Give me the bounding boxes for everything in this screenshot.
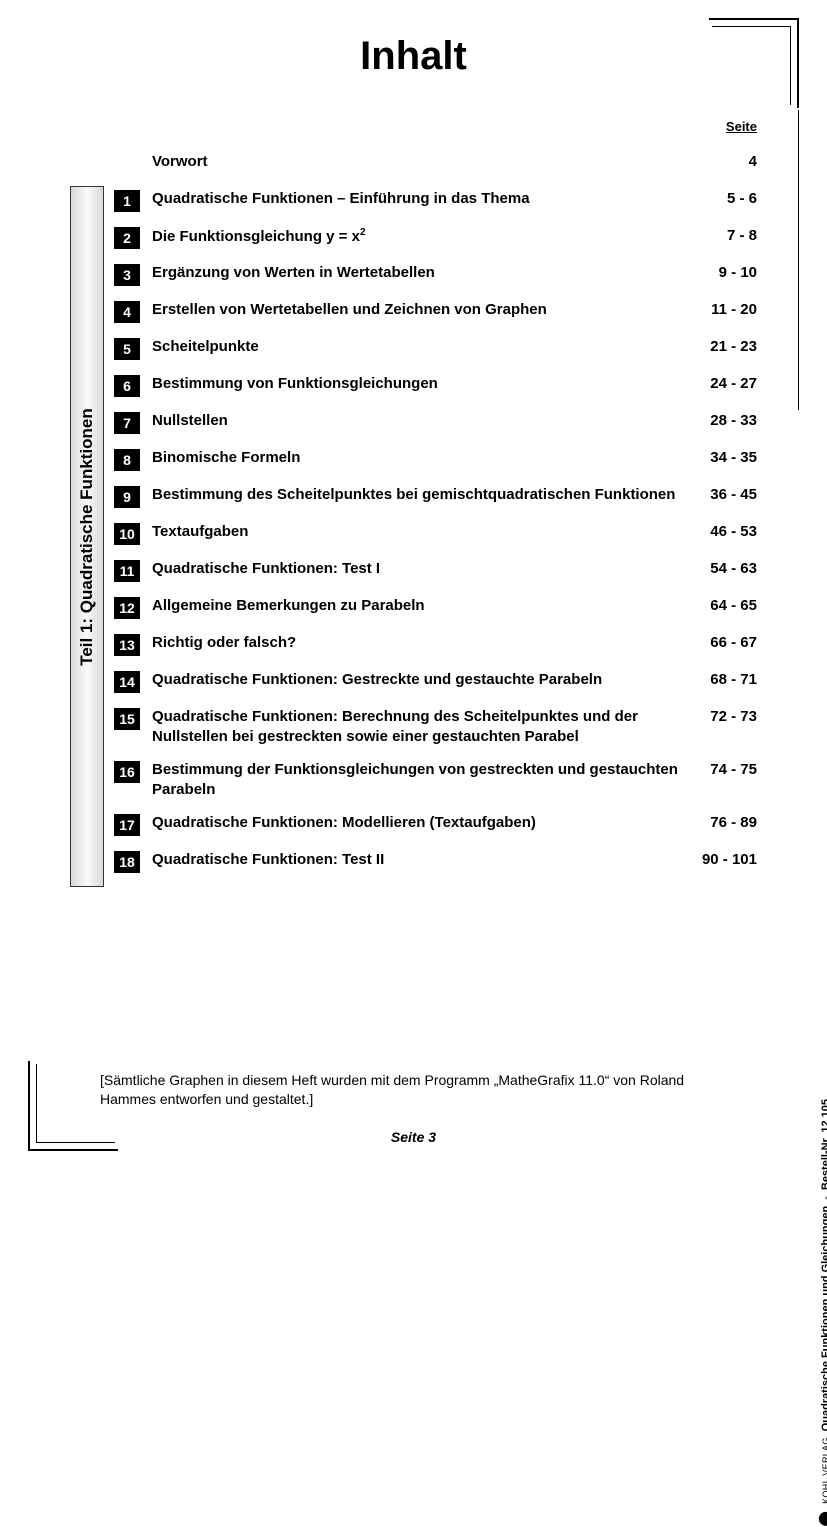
- toc-row: 3 Ergänzung von Werten in Wertetabellen9 …: [114, 263, 757, 286]
- chapter-title: Textaufgaben: [152, 522, 697, 542]
- chapter-pages: 36 - 45: [697, 485, 757, 505]
- chapter-number-box: 2: [114, 227, 140, 249]
- toc-row: 8 Binomische Formeln34 - 35: [114, 448, 757, 471]
- chapter-title: Quadratische Funktionen: Test I: [152, 559, 697, 579]
- chapter-pages: 34 - 35: [697, 448, 757, 468]
- footnote: [Sämtliche Graphen in diesem Heft wurden…: [100, 1071, 727, 1109]
- toc-row: 15 Quadratische Funktionen: Berechnung de…: [114, 707, 757, 746]
- chapter-number-box: 1: [114, 190, 140, 212]
- side-meta: KOHL VERLAG Quadratische Funktionen und …: [819, 1099, 827, 1526]
- toc-row-preface: Vorwort 4: [114, 152, 757, 175]
- chapter-pages: 24 - 27: [697, 374, 757, 394]
- chapter-title: Quadratische Funktionen: Gestreckte und …: [152, 670, 697, 690]
- publisher-name: KOHL VERLAG: [821, 1437, 827, 1504]
- toc-row: 1 Quadratische Funktionen – Einführung in…: [114, 189, 757, 212]
- table-of-contents: Vorwort 4 1 Quadratische Funktionen – Ein…: [114, 152, 787, 887]
- chapter-number-box: 12: [114, 597, 140, 619]
- chapter-number-box: 18: [114, 851, 140, 873]
- chapter-number-box: 9: [114, 486, 140, 508]
- page-footer: Seite 3: [0, 1129, 827, 1145]
- toc-row: 6 Bestimmung von Funktionsgleichungen24 -…: [114, 374, 757, 397]
- chapter-pages: 46 - 53: [697, 522, 757, 542]
- toc-row: 11 Quadratische Funktionen: Test I54 - 63: [114, 559, 757, 582]
- chapter-number-box: 14: [114, 671, 140, 693]
- chapter-title: Quadratische Funktionen: Test II: [152, 850, 697, 870]
- chapter-number-box: 3: [114, 264, 140, 286]
- chapter-pages: 64 - 65: [697, 596, 757, 616]
- side-meta-title: Quadratische Funktionen und Gleichungen: [820, 1206, 827, 1432]
- num-box-empty: [114, 153, 140, 175]
- chapter-number-box: 5: [114, 338, 140, 360]
- chapter-pages: 4: [697, 152, 757, 172]
- chapter-number-box: 15: [114, 708, 140, 730]
- chapter-title: Erstellen von Wertetabellen und Zeichnen…: [152, 300, 697, 320]
- right-vertical-rule: [798, 110, 799, 410]
- chapter-title: Ergänzung von Werten in Wertetabellen: [152, 263, 697, 283]
- toc-row: 10 Textaufgaben46 - 53: [114, 522, 757, 545]
- page-title: Inhalt: [40, 34, 787, 79]
- chapter-pages: 5 - 6: [697, 189, 757, 209]
- chapter-title: Scheitelpunkte: [152, 337, 697, 357]
- side-meta-order: Bestell-Nr. 12 105: [820, 1099, 827, 1190]
- toc-row: 2 Die Funktionsgleichung y = x27 - 8: [114, 226, 757, 249]
- toc-row: 14 Quadratische Funktionen: Gestreckte un…: [114, 670, 757, 693]
- chapter-pages: 66 - 67: [697, 633, 757, 653]
- corner-top-right-ornament: [709, 18, 799, 108]
- chapter-number-box: 11: [114, 560, 140, 582]
- chapter-pages: 76 - 89: [697, 813, 757, 833]
- chapter-pages: 74 - 75: [697, 760, 757, 780]
- chapter-number-box: 7: [114, 412, 140, 434]
- chapter-pages: 9 - 10: [697, 263, 757, 283]
- page: Inhalt Seite Teil 1: Quadratische Funkti…: [0, 0, 827, 1169]
- page-column-header: Seite: [40, 119, 787, 134]
- chapter-pages: 54 - 63: [697, 559, 757, 579]
- chapter-number-box: 8: [114, 449, 140, 471]
- toc-row: 18 Quadratische Funktionen: Test II90 - 1…: [114, 850, 757, 873]
- chapter-title: Bestimmung von Funktionsgleichungen: [152, 374, 697, 394]
- chapter-pages: 68 - 71: [697, 670, 757, 690]
- chapter-title: Quadratische Funktionen – Einführung in …: [152, 189, 697, 209]
- toc-row: 4 Erstellen von Wertetabellen und Zeichne…: [114, 300, 757, 323]
- chapter-number-box: 4: [114, 301, 140, 323]
- chapter-pages: 28 - 33: [697, 411, 757, 431]
- toc-row: 5 Scheitelpunkte21 - 23: [114, 337, 757, 360]
- chapter-title: Bestimmung des Scheitelpunktes bei gemis…: [152, 485, 697, 505]
- toc-row: 17 Quadratische Funktionen: Modellieren (…: [114, 813, 757, 836]
- chapter-number-box: 6: [114, 375, 140, 397]
- chapter-pages: 90 - 101: [697, 850, 757, 870]
- chapter-title: Nullstellen: [152, 411, 697, 431]
- chapter-title: Quadratische Funktionen: Berechnung des …: [152, 707, 697, 746]
- chapter-pages: 7 - 8: [697, 226, 757, 246]
- toc-row: 16 Bestimmung der Funktionsgleichungen vo…: [114, 760, 757, 799]
- chapter-number-box: 13: [114, 634, 140, 656]
- chapter-title: Quadratische Funktionen: Modellieren (Te…: [152, 813, 697, 833]
- toc-row: 7 Nullstellen28 - 33: [114, 411, 757, 434]
- chapter-title: Bestimmung der Funktionsgleichungen von …: [152, 760, 697, 799]
- chapter-number-box: 17: [114, 814, 140, 836]
- chapter-title: Vorwort: [152, 152, 697, 172]
- chapter-title: Richtig oder falsch?: [152, 633, 697, 653]
- publisher-logo-icon: [818, 1511, 827, 1527]
- toc-row: 12 Allgemeine Bemerkungen zu Parabeln64 -…: [114, 596, 757, 619]
- chapter-title: Die Funktionsgleichung y = x2: [152, 226, 697, 247]
- chapter-pages: 21 - 23: [697, 337, 757, 357]
- toc-row: 13 Richtig oder falsch?66 - 67: [114, 633, 757, 656]
- chapter-pages: 11 - 20: [697, 300, 757, 320]
- section-label-box: Teil 1: Quadratische Funktionen: [70, 186, 104, 887]
- chapter-pages: 72 - 73: [697, 707, 757, 727]
- section-label-text: Teil 1: Quadratische Funktionen: [77, 408, 97, 666]
- content-area: Teil 1: Quadratische Funktionen Vorwort …: [40, 152, 787, 887]
- side-meta-sep: -: [820, 1196, 827, 1200]
- toc-row: 9 Bestimmung des Scheitelpunktes bei gemi…: [114, 485, 757, 508]
- chapter-number-box: 10: [114, 523, 140, 545]
- chapter-title: Binomische Formeln: [152, 448, 697, 468]
- chapter-title: Allgemeine Bemerkungen zu Parabeln: [152, 596, 697, 616]
- chapter-number-box: 16: [114, 761, 140, 783]
